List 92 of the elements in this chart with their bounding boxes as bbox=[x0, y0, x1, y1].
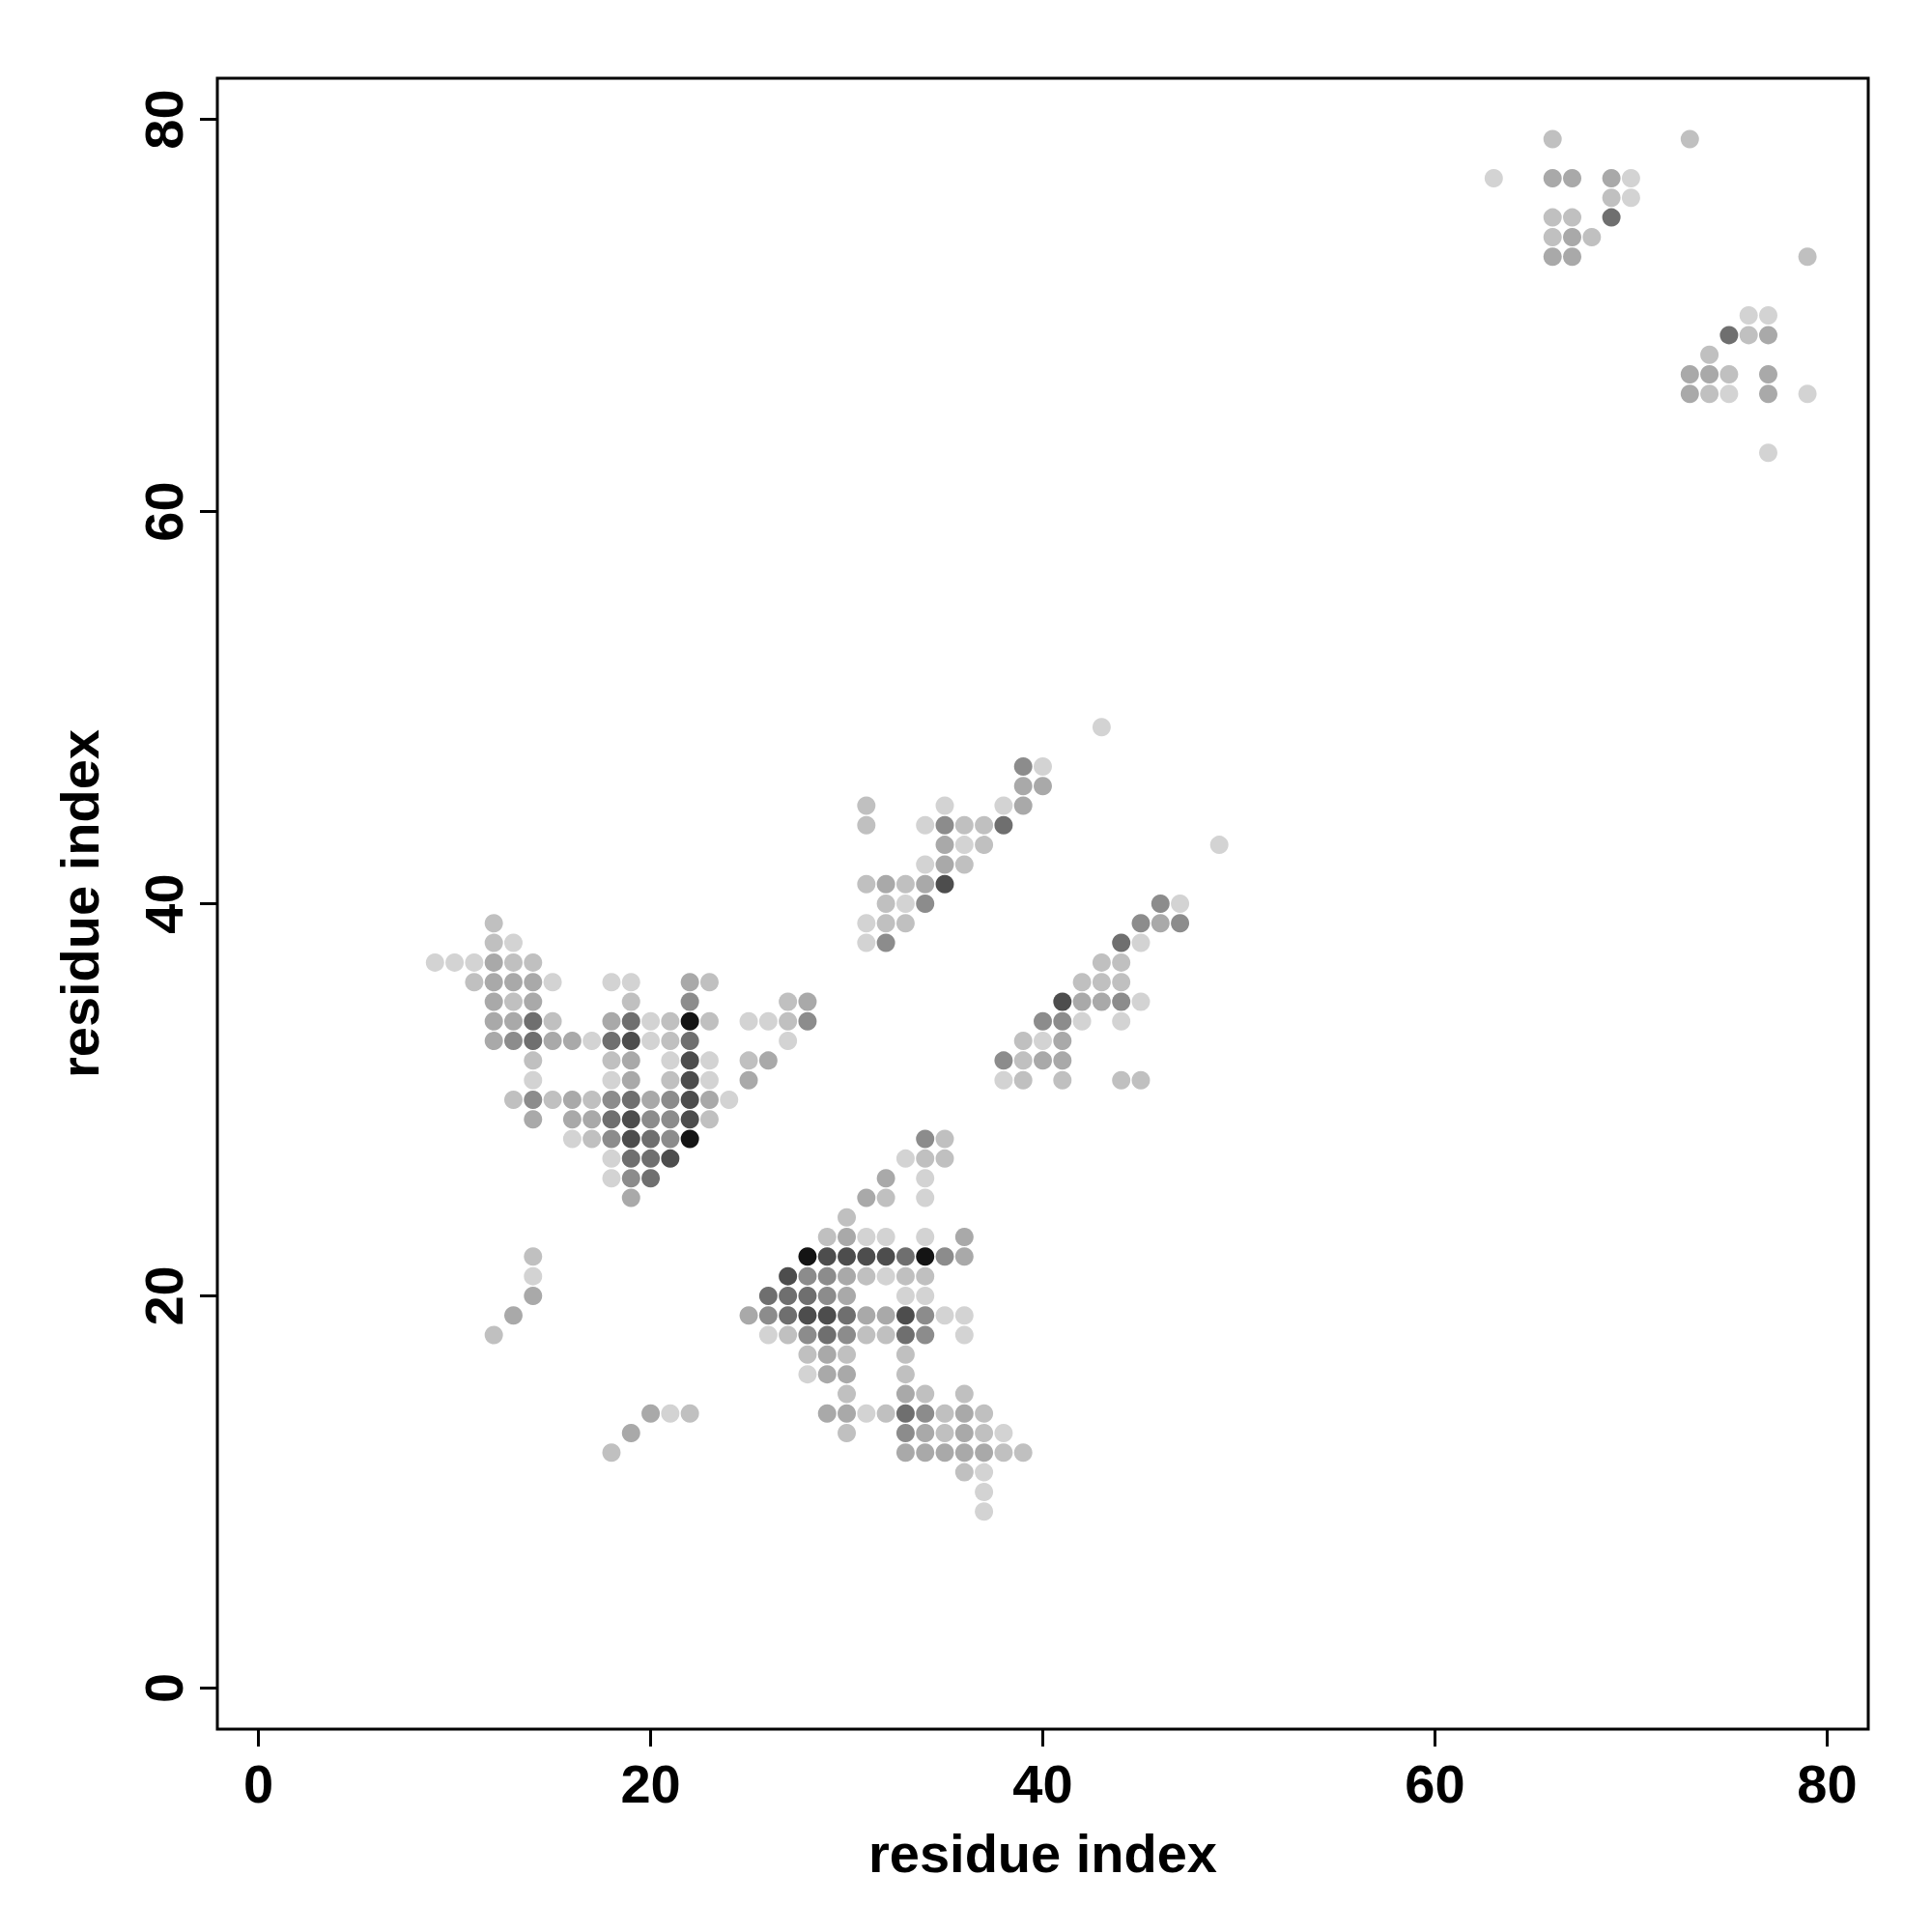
point bbox=[798, 1247, 817, 1266]
point bbox=[758, 1306, 778, 1325]
point bbox=[838, 1306, 857, 1325]
point bbox=[621, 1149, 640, 1168]
point bbox=[504, 1032, 523, 1051]
point bbox=[680, 1051, 699, 1070]
point bbox=[680, 1070, 699, 1090]
point bbox=[661, 1090, 680, 1109]
x-tick-label: 40 bbox=[1012, 1752, 1073, 1814]
point bbox=[1171, 914, 1190, 933]
point bbox=[994, 1051, 1013, 1070]
point bbox=[838, 1325, 857, 1345]
y-tick-label: 60 bbox=[132, 481, 194, 542]
point bbox=[1151, 895, 1170, 913]
point bbox=[895, 1424, 915, 1443]
point bbox=[916, 1325, 935, 1345]
point bbox=[798, 1306, 817, 1325]
point bbox=[1719, 326, 1739, 345]
point bbox=[798, 1286, 817, 1305]
point bbox=[817, 1247, 837, 1266]
y-tick-label: 80 bbox=[132, 89, 194, 150]
point bbox=[916, 1247, 935, 1266]
point bbox=[758, 1286, 778, 1305]
point bbox=[1112, 992, 1131, 1011]
point bbox=[1034, 1011, 1052, 1031]
point bbox=[524, 1011, 543, 1031]
point bbox=[798, 1266, 817, 1286]
point bbox=[680, 1011, 699, 1031]
point bbox=[524, 1090, 543, 1109]
point bbox=[895, 1404, 915, 1423]
point bbox=[602, 1129, 621, 1149]
point bbox=[817, 1306, 837, 1325]
point bbox=[935, 815, 954, 835]
x-tick-label: 80 bbox=[1797, 1752, 1858, 1814]
point bbox=[935, 1247, 954, 1266]
x-tick-label: 60 bbox=[1405, 1752, 1465, 1814]
point bbox=[1053, 1011, 1072, 1031]
point bbox=[621, 1129, 640, 1149]
point bbox=[817, 1266, 837, 1286]
point bbox=[916, 1306, 935, 1325]
point bbox=[916, 1129, 935, 1149]
y-tick-label: 20 bbox=[132, 1265, 194, 1326]
point bbox=[680, 992, 699, 1011]
point bbox=[895, 1247, 915, 1266]
point bbox=[621, 1110, 640, 1129]
point bbox=[1131, 914, 1151, 933]
point bbox=[895, 1325, 915, 1345]
point bbox=[857, 1247, 876, 1266]
point bbox=[641, 1149, 661, 1168]
point bbox=[641, 1169, 661, 1188]
point bbox=[602, 1090, 621, 1109]
point bbox=[779, 1286, 798, 1305]
y-axis-title: residue index bbox=[48, 728, 110, 1079]
point bbox=[661, 1110, 680, 1129]
x-axis-title: residue index bbox=[867, 1822, 1218, 1884]
point bbox=[621, 1032, 640, 1051]
point bbox=[680, 1032, 699, 1051]
point bbox=[798, 1325, 817, 1345]
point bbox=[1112, 933, 1131, 952]
point bbox=[680, 1110, 699, 1129]
point bbox=[661, 1129, 680, 1149]
point bbox=[916, 895, 935, 913]
point bbox=[779, 1306, 798, 1325]
point bbox=[779, 1266, 798, 1286]
point bbox=[680, 1129, 699, 1149]
y-tick-label: 40 bbox=[132, 873, 194, 934]
point bbox=[916, 1404, 935, 1423]
x-tick-label: 20 bbox=[620, 1752, 681, 1814]
point bbox=[1053, 992, 1072, 1011]
point bbox=[641, 1110, 661, 1129]
point bbox=[524, 1032, 543, 1051]
point bbox=[621, 1011, 640, 1031]
y-tick-label: 0 bbox=[132, 1672, 194, 1703]
point bbox=[602, 1110, 621, 1129]
point bbox=[602, 1032, 621, 1051]
point bbox=[817, 1325, 837, 1345]
point bbox=[876, 1247, 895, 1266]
point bbox=[935, 874, 954, 894]
point bbox=[1602, 208, 1621, 227]
point bbox=[621, 1090, 640, 1109]
x-tick-label: 0 bbox=[243, 1752, 274, 1814]
point bbox=[876, 933, 895, 952]
point bbox=[798, 1011, 817, 1031]
point bbox=[994, 815, 1013, 835]
point bbox=[838, 1247, 857, 1266]
point bbox=[680, 1090, 699, 1109]
point bbox=[895, 1306, 915, 1325]
point bbox=[661, 1149, 680, 1168]
point bbox=[621, 1169, 640, 1188]
point bbox=[1013, 756, 1033, 776]
point bbox=[641, 1129, 661, 1149]
point bbox=[817, 1286, 837, 1305]
